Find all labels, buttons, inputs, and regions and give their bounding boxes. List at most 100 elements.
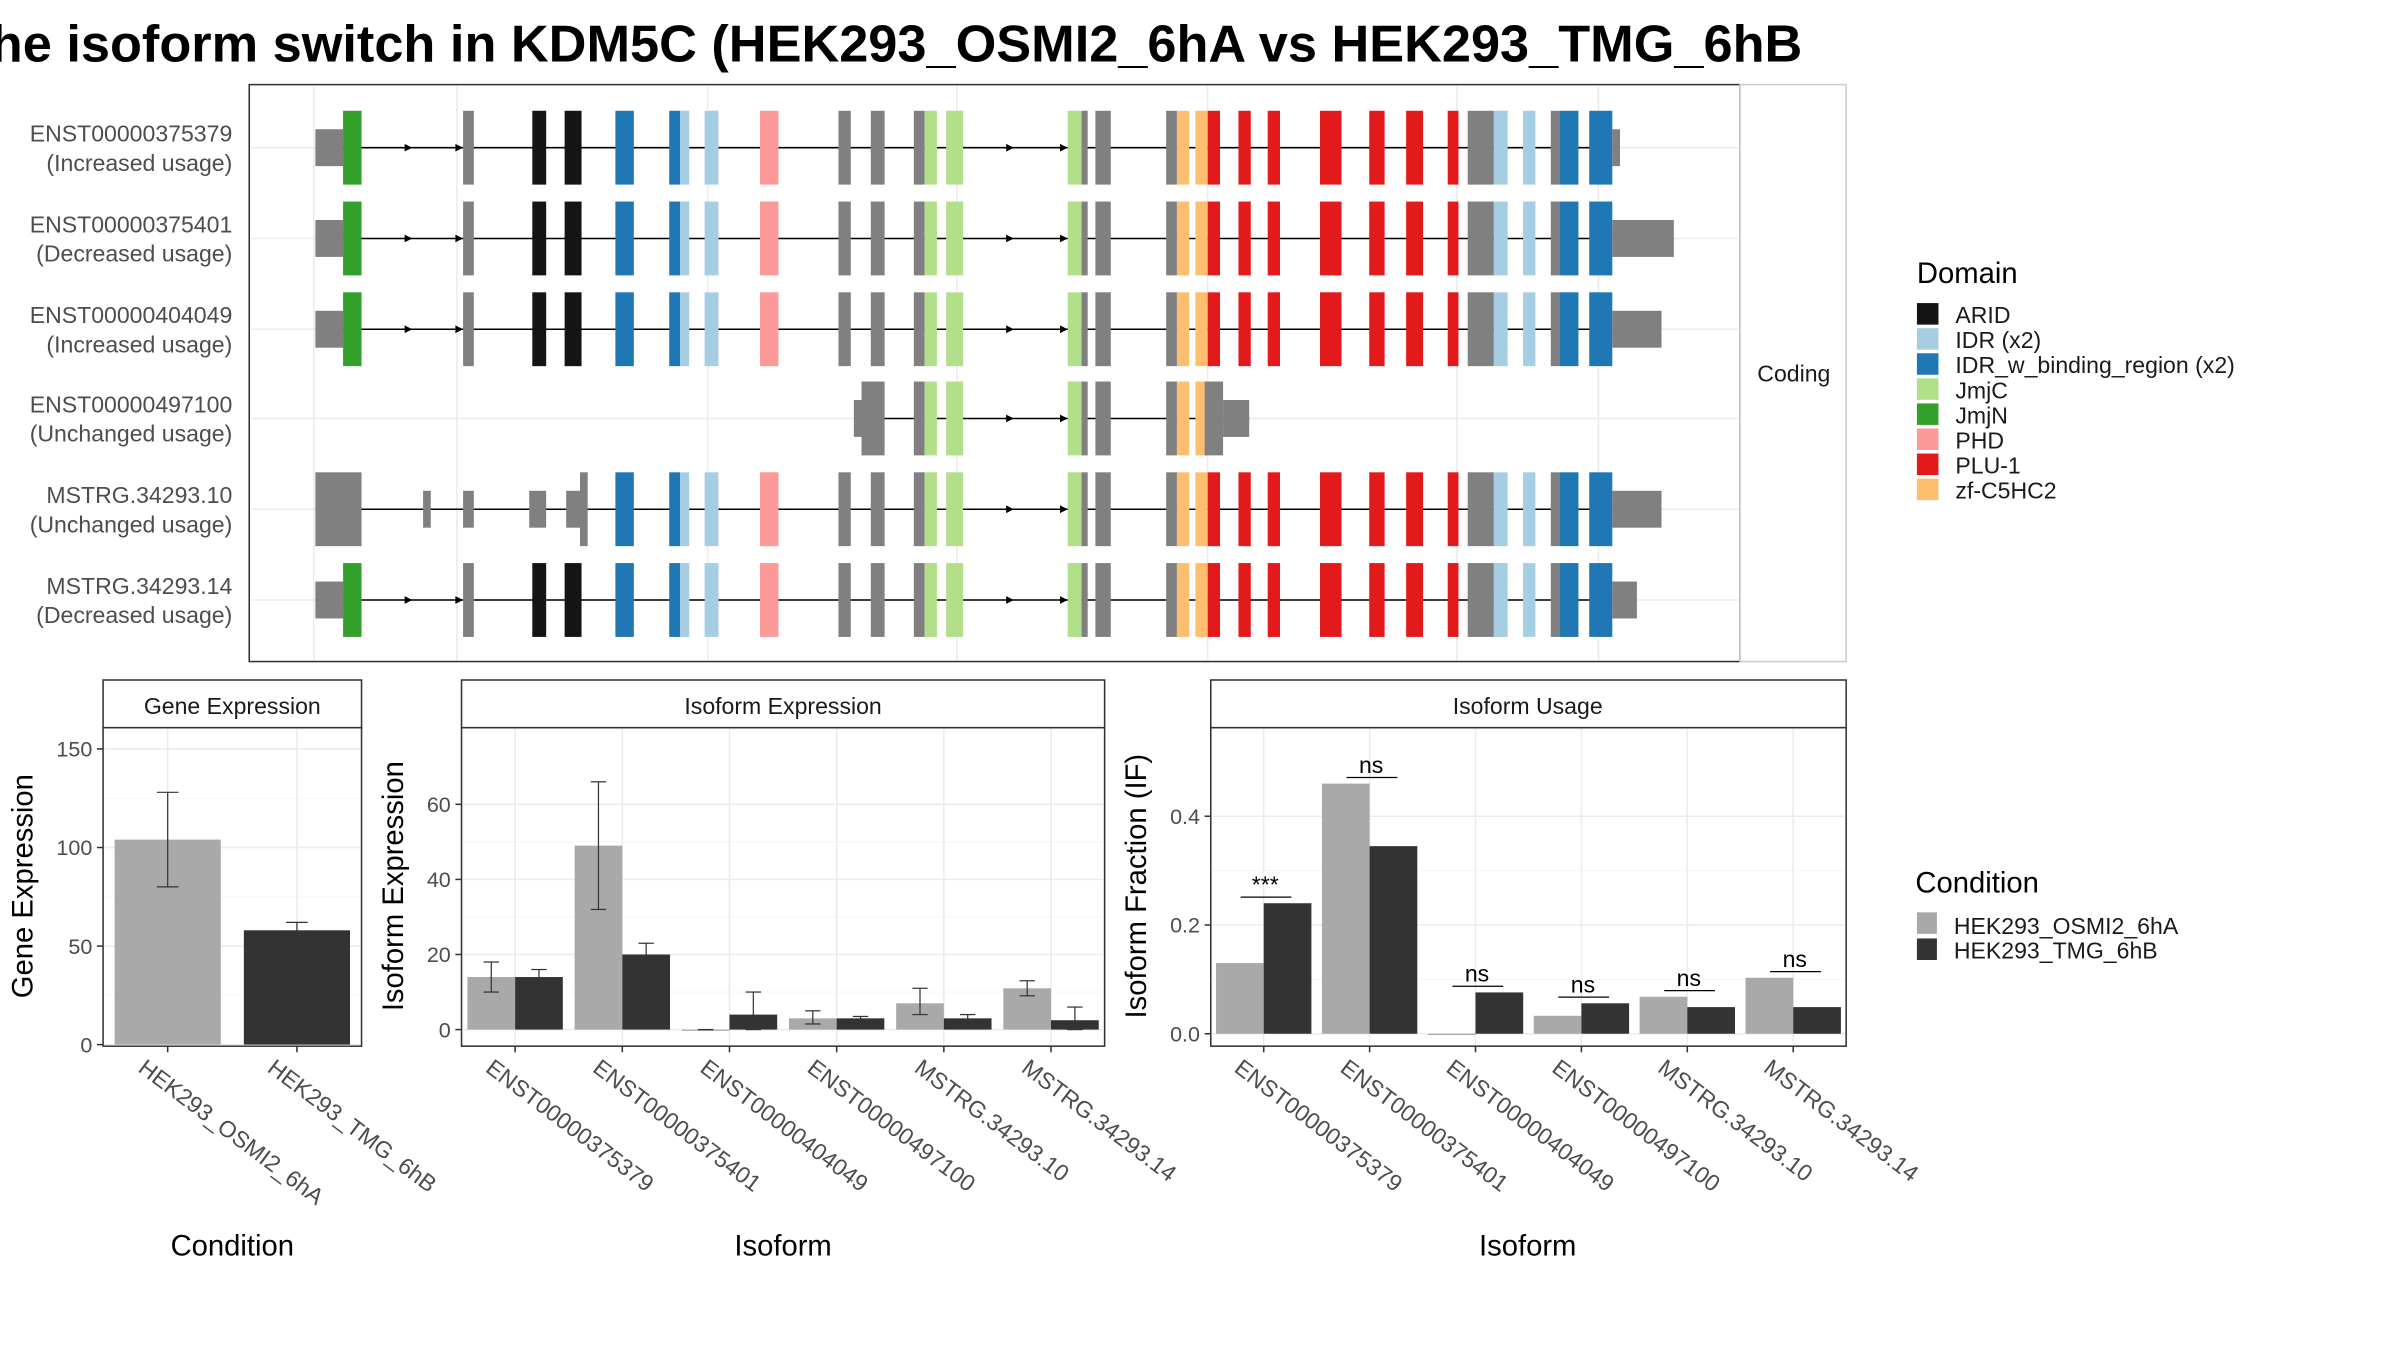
utr-3prime	[1612, 490, 1662, 528]
exon	[913, 563, 925, 637]
exon	[924, 472, 937, 547]
exon	[343, 201, 362, 276]
exon	[615, 472, 634, 547]
exon	[1320, 472, 1342, 547]
exon	[463, 490, 474, 528]
exon	[760, 292, 779, 367]
exon	[564, 292, 582, 367]
exon	[1166, 563, 1177, 637]
exon	[1523, 292, 1536, 367]
domain-legend-title: Domain	[1917, 258, 2018, 290]
exon	[760, 110, 779, 185]
isoform-usage-x-axis-label: Isoform	[1479, 1230, 1576, 1262]
exon	[564, 563, 582, 637]
exon	[1095, 563, 1111, 637]
exon	[861, 381, 885, 456]
significance-label: ns	[1571, 972, 1595, 998]
domain-legend-key	[1916, 378, 1939, 400]
exon	[463, 110, 474, 185]
isoform-row-label-usage: (Decreased usage)	[36, 602, 232, 628]
intron-direction-arrow	[1060, 234, 1068, 243]
exon	[1493, 292, 1508, 367]
bar	[1475, 992, 1524, 1034]
exon	[913, 292, 925, 367]
isoform-structure-row	[315, 472, 1662, 547]
exon	[1467, 472, 1494, 547]
exon	[1560, 563, 1579, 637]
exon	[1195, 201, 1208, 276]
exon	[1467, 563, 1494, 637]
isoform-usage-y-axis-label: Isoform Fraction (IF)	[1121, 754, 1153, 1019]
exon	[1523, 201, 1536, 276]
exon	[1589, 472, 1613, 547]
exon	[1560, 110, 1579, 185]
bar	[622, 954, 671, 1030]
isoform-structure-row	[315, 563, 1637, 637]
domain-legend-key	[1916, 353, 1939, 375]
isoform-row-label-id: ENST00000375379	[30, 121, 233, 147]
exon	[870, 110, 885, 185]
exon	[1406, 110, 1424, 185]
exon	[1207, 472, 1221, 547]
isoform-row-label-usage: (Increased usage)	[46, 331, 232, 357]
exon	[1095, 381, 1111, 456]
utr-5prime	[315, 310, 344, 348]
intron-direction-arrow	[1060, 505, 1068, 514]
exon	[924, 110, 937, 185]
exon	[870, 563, 885, 637]
exon	[1560, 292, 1579, 367]
isoform-expression-strip	[460, 679, 1106, 729]
exon	[760, 201, 779, 276]
exon	[913, 472, 925, 547]
isoform-expression-plot-frame	[460, 726, 1106, 1047]
condition-legend-key-2	[1916, 938, 1937, 961]
isoform-structure-row	[853, 381, 1250, 456]
exon	[1589, 563, 1613, 637]
exon	[1320, 110, 1342, 185]
intron-direction-arrow	[1006, 325, 1014, 334]
exon	[1320, 292, 1342, 367]
intron-direction-arrow	[404, 596, 413, 604]
bar	[1639, 996, 1688, 1034]
domain-legend-key	[1916, 328, 1939, 350]
exon	[1195, 292, 1208, 367]
exon	[1493, 110, 1508, 185]
intron-direction-arrow	[455, 325, 464, 334]
utr-3prime	[1223, 400, 1250, 437]
exon	[1238, 563, 1251, 637]
exon	[1081, 472, 1088, 547]
significance-label: ***	[1252, 871, 1279, 897]
exon	[1560, 201, 1579, 276]
y-tick-label: 0.4	[1170, 805, 1200, 829]
isoform-structure-row	[315, 110, 1621, 185]
exon	[1550, 472, 1561, 547]
domain-legend-label: ARID	[1955, 302, 2010, 328]
exon	[1523, 472, 1536, 547]
y-tick-label: 50	[68, 935, 92, 959]
exon	[760, 472, 779, 547]
exon	[704, 110, 719, 185]
y-tick-label: 0.0	[1170, 1022, 1200, 1046]
isoform-row-label-usage: (Unchanged usage)	[30, 421, 233, 447]
utr-3prime	[1612, 220, 1674, 257]
exon	[1493, 201, 1508, 276]
exon	[1067, 563, 1082, 637]
isoform-usage-panel: Isoform Usage 0.00.20.4***ENST0000037537…	[1121, 679, 1924, 1262]
exon	[1406, 292, 1424, 367]
y-tick-label: 0.2	[1170, 914, 1200, 938]
isoform-expression-panel: Isoform Expression 0204060ENST0000037537…	[378, 679, 1181, 1262]
significance-label: ns	[1359, 752, 1383, 778]
exon	[946, 110, 964, 185]
exon	[946, 201, 964, 276]
intron-direction-arrow	[455, 234, 464, 243]
structure-facet-label: Coding	[1757, 361, 1830, 387]
exon	[315, 472, 362, 547]
exon	[838, 110, 851, 185]
utr-5prime	[315, 581, 344, 619]
exon	[1176, 201, 1190, 276]
bar	[515, 977, 563, 1030]
exon	[1406, 563, 1424, 637]
exon	[924, 292, 937, 367]
exon	[946, 381, 964, 456]
